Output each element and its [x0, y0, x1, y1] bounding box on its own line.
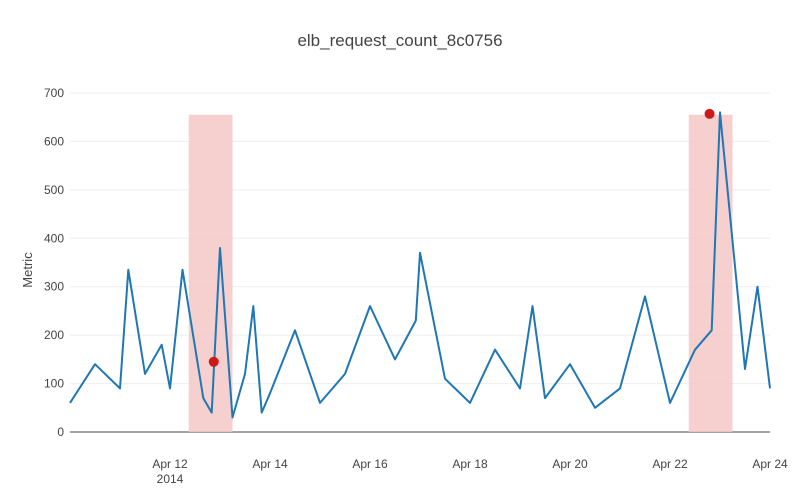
- y-axis: 0 100 200 300 400 500 600 700: [44, 86, 64, 439]
- y-tick-label: 300: [44, 280, 64, 294]
- x-tick-sublabel: 2014: [157, 472, 184, 486]
- anomaly-region: [188, 114, 233, 433]
- series-group: [69, 111, 771, 419]
- x-tick-label: Apr 18: [452, 457, 488, 471]
- y-tick-label: 100: [44, 377, 64, 391]
- anomaly-point: [704, 108, 715, 119]
- chart-title: elb_request_count_8c0756: [297, 31, 502, 50]
- y-tick-label: 400: [44, 231, 64, 245]
- anomaly-point: [208, 356, 219, 367]
- anomaly-points: [208, 108, 715, 367]
- y-tick-label: 0: [57, 425, 64, 439]
- y-axis-label: Metric: [20, 252, 35, 288]
- x-tick-label: Apr 12: [152, 457, 188, 471]
- y-tick-label: 700: [44, 86, 64, 100]
- y-tick-label: 200: [44, 328, 64, 342]
- grid: [70, 92, 770, 433]
- x-tick-label: Apr 22: [652, 457, 688, 471]
- x-tick-label: Apr 16: [352, 457, 388, 471]
- anomaly-region: [688, 114, 733, 433]
- x-tick-label: Apr 14: [252, 457, 288, 471]
- x-tick-label: Apr 24: [752, 457, 788, 471]
- x-tick-label: Apr 20: [552, 457, 588, 471]
- anomaly-regions: [188, 114, 733, 433]
- y-tick-label: 600: [44, 134, 64, 148]
- series-line: [69, 111, 771, 419]
- y-tick-label: 500: [44, 183, 64, 197]
